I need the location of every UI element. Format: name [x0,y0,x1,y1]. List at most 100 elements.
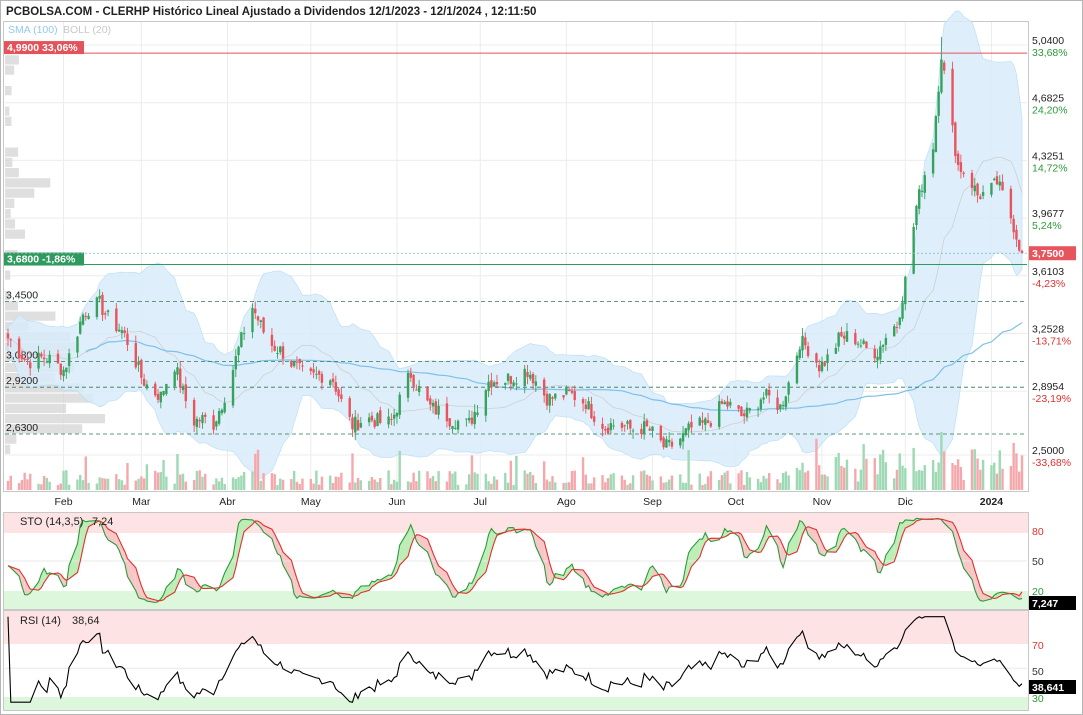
volume-bar [704,484,707,490]
volume-bar [470,455,474,490]
volume-bar [667,479,671,490]
candle-body [298,359,301,364]
stoch-fill [127,558,136,591]
volume-bar [954,465,957,490]
candle-body [259,320,263,322]
candle-body [951,68,954,126]
volume-bar [670,475,674,490]
indicator-boll-label: BOLL (20) [63,24,111,36]
x-tick-label: Abr [219,496,236,508]
candle-body [592,416,596,422]
x-tick-label: 2024 [980,496,1004,508]
stoch-fill [416,534,420,546]
candle-body [570,390,574,393]
candle-body [415,389,418,391]
candle-body [126,333,129,345]
candle-body [470,417,474,424]
volume-bar [62,470,65,490]
candle-body [1015,229,1018,240]
candle-body [795,355,799,384]
volume-bar [551,476,554,490]
candle-body [351,417,354,430]
candle-body [804,337,807,346]
candle-body [495,382,499,385]
stoch-fill [685,552,689,581]
stoch-fill [508,527,511,531]
candle-body [581,399,585,404]
stoch-panel-frame [3,512,1029,610]
candle-body [106,310,110,313]
candle-body [376,413,379,427]
volume-profile-bar [5,424,83,434]
candle-body [779,404,782,410]
volume-bar [126,463,129,490]
candle-body [940,59,943,93]
stoch-fill [491,528,495,552]
volume-bar [1009,466,1013,490]
volume-bar [20,480,24,490]
candle-body [237,346,240,356]
volume-bar [465,484,468,490]
volume-bar [456,484,460,490]
volume-bar [492,476,496,490]
candle-body [820,361,824,372]
volume-bar [192,479,196,490]
candle-body [117,329,121,332]
candle-body [562,395,565,398]
candle-body [970,172,974,189]
volume-bar [95,483,99,490]
candle-body [879,346,882,360]
volume-bar [256,449,260,490]
volume-bar [309,478,313,490]
candle-body [631,430,635,432]
volume-bar [65,470,68,490]
volume-bar [45,477,49,490]
bollinger-mid-line [7,156,1023,433]
volume-bar [59,483,62,490]
stoch-fill [724,528,728,537]
candle-body [220,409,224,414]
candle-body [242,333,246,335]
volume-bar [765,478,768,490]
volume-bar [145,464,149,490]
volume-bar [159,472,162,490]
rsi-label: RSI (14) [20,615,61,627]
volume-bar [959,466,963,490]
volume-bar [542,461,546,490]
candle-body [395,412,399,417]
candle-body [881,345,885,347]
stoch-fill [769,530,778,546]
volume-bar [231,477,235,490]
volume-bar [865,458,868,490]
candle-body [670,441,674,447]
stoch-fill [905,520,914,529]
candle-body [198,419,201,422]
volume-bar [117,479,121,490]
stoch-fill [594,587,603,597]
volume-bar [390,484,393,490]
volume-bar [359,480,363,490]
y-tick-pct: -13,71% [1032,335,1071,347]
x-tick-label: Oct [728,496,744,508]
candle-body [1012,218,1015,233]
candle-body [659,425,663,441]
volume-bar [240,475,243,490]
volume-bar [451,473,454,490]
volume-bar [762,475,765,490]
volume-bar [26,479,29,490]
volume-bar [681,482,685,490]
candle-body [192,399,196,426]
volume-bar [915,471,918,490]
candle-body [309,368,313,371]
volume-bar [504,472,507,490]
volume-bar [431,475,435,490]
candle-body [262,317,265,333]
candle-body [292,360,296,367]
volume-profile-bar [5,444,11,454]
candle-body [101,294,104,315]
volume-bar [81,480,85,490]
volume-bar [101,478,104,490]
candle-body [529,374,532,379]
stoch-fill [566,566,570,577]
volume-bar [395,481,399,490]
